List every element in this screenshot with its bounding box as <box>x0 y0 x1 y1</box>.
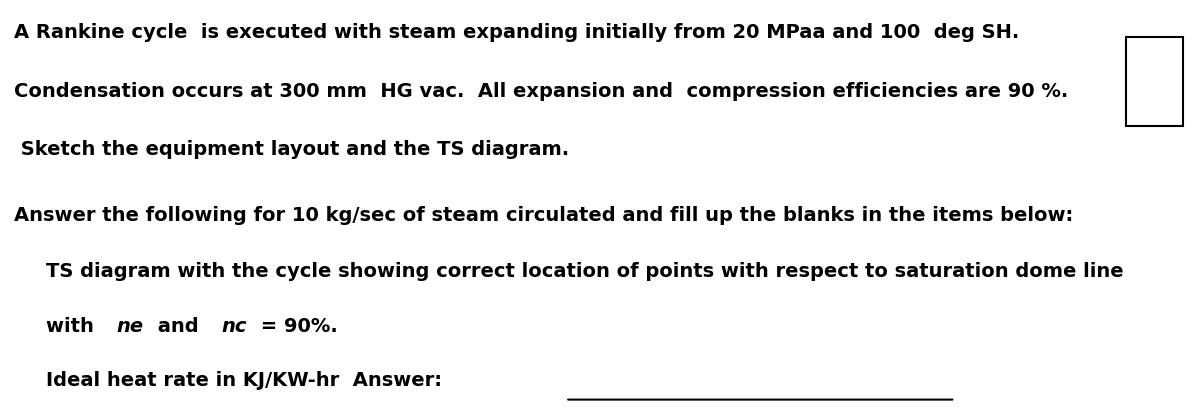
Text: TS diagram with the cycle showing correct location of points with respect to sat: TS diagram with the cycle showing correc… <box>46 262 1123 281</box>
Text: nc: nc <box>221 317 247 336</box>
Text: ne: ne <box>116 317 143 336</box>
Text: Sketch the equipment layout and the TS diagram.: Sketch the equipment layout and the TS d… <box>14 140 570 159</box>
Text: with: with <box>46 317 101 336</box>
Text: and: and <box>151 317 205 336</box>
Bar <box>1126 37 1183 126</box>
Text: = 90%.: = 90%. <box>254 317 337 336</box>
Text: Condensation occurs at 300 mm  HG vac.  All expansion and  compression efficienc: Condensation occurs at 300 mm HG vac. Al… <box>14 82 1069 101</box>
Text: Ideal heat rate in KJ/KW-hr  Answer:: Ideal heat rate in KJ/KW-hr Answer: <box>46 371 449 390</box>
Text: A Rankine cycle  is executed with steam expanding initially from 20 MPaa and 100: A Rankine cycle is executed with steam e… <box>14 23 1020 42</box>
Text: Answer the following for 10 kg/sec of steam circulated and fill up the blanks in: Answer the following for 10 kg/sec of st… <box>14 206 1074 225</box>
